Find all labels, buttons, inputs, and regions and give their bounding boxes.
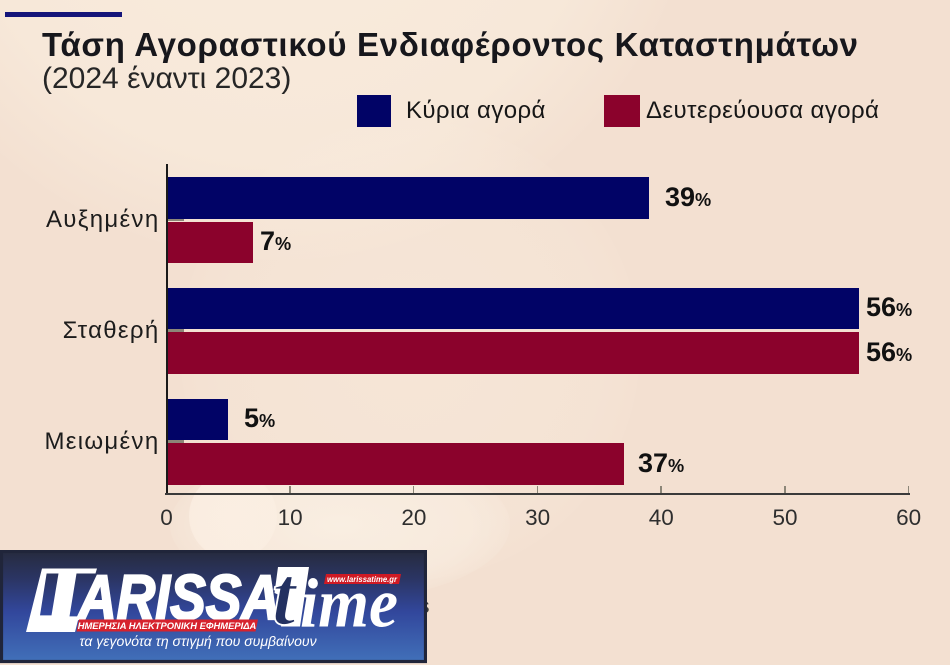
svg-text:ΗΜΕΡΗΣΙΑ ΗΛΕΚΤΡΟΝΙΚΗ ΕΦΗΜΕΡΙΔΑ: ΗΜΕΡΗΣΙΑ ΗΛΕΚΤΡΟΝΙΚΗ ΕΦΗΜΕΡΙΔΑ [78,620,257,631]
svg-text:www.larissatime.gr: www.larissatime.gr [327,574,398,584]
svg-text:t: t [272,550,298,643]
svg-text:τα γεγονότα τη στιγμή που συμβ: τα γεγονότα τη στιγμή που συμβαίνουν [79,633,316,649]
